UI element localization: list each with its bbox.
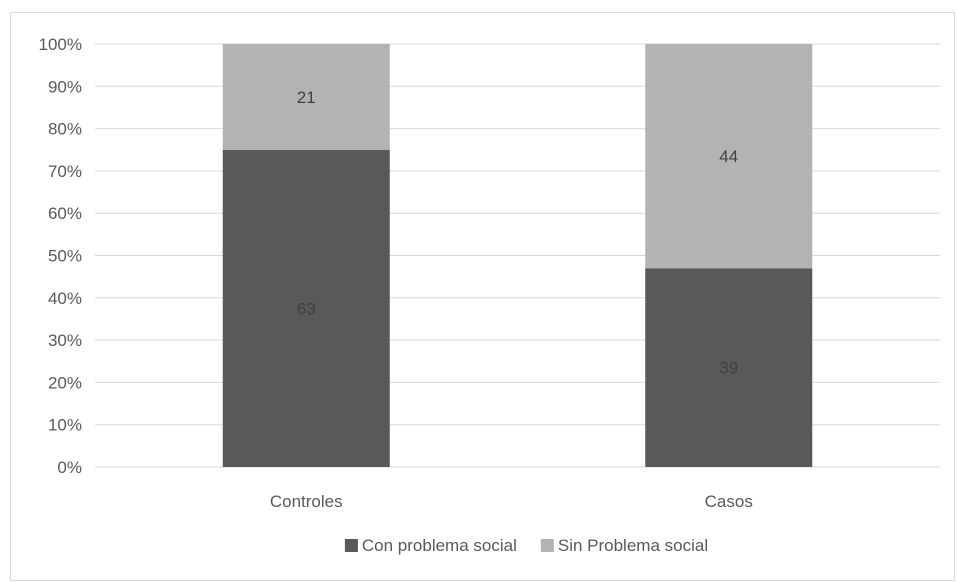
y-tick-label: 30% xyxy=(48,331,82,350)
y-tick-label: 80% xyxy=(48,120,82,139)
legend-label: Sin Problema social xyxy=(558,536,708,555)
y-tick-label: 40% xyxy=(48,289,82,308)
legend-swatch xyxy=(344,539,358,552)
bar-segment xyxy=(645,44,813,269)
data-label: 21 xyxy=(297,88,316,107)
y-tick-label: 20% xyxy=(48,373,82,392)
y-tick-label: 70% xyxy=(48,162,82,181)
x-category-label: Controles xyxy=(270,492,343,511)
legend-label: Con problema social xyxy=(362,536,517,555)
legend-swatch xyxy=(540,539,554,552)
y-tick-label: 60% xyxy=(48,204,82,223)
y-tick-label: 100% xyxy=(39,35,82,54)
bars xyxy=(222,44,813,467)
y-tick-label: 90% xyxy=(48,77,82,96)
y-tick-label: 10% xyxy=(48,416,82,435)
data-label: 63 xyxy=(297,299,316,318)
x-axis: Controles Casos xyxy=(270,492,753,511)
y-tick-label: 50% xyxy=(48,247,82,266)
y-axis: 0% 10% 20% 30% 40% 50% 60% 70% 80% 90% 100% xyxy=(39,35,82,477)
data-label: 44 xyxy=(719,147,738,166)
bar-segment xyxy=(222,149,390,467)
data-labels: 63 21 39 44 xyxy=(297,88,738,378)
y-tick-label: 0% xyxy=(57,458,82,477)
bar-segment xyxy=(222,44,390,150)
legend: Con problema social Sin Problema social xyxy=(344,536,708,555)
data-label: 39 xyxy=(719,359,738,378)
bar-segment xyxy=(645,268,813,467)
x-category-label: Casos xyxy=(705,492,753,511)
gridlines xyxy=(95,43,940,468)
